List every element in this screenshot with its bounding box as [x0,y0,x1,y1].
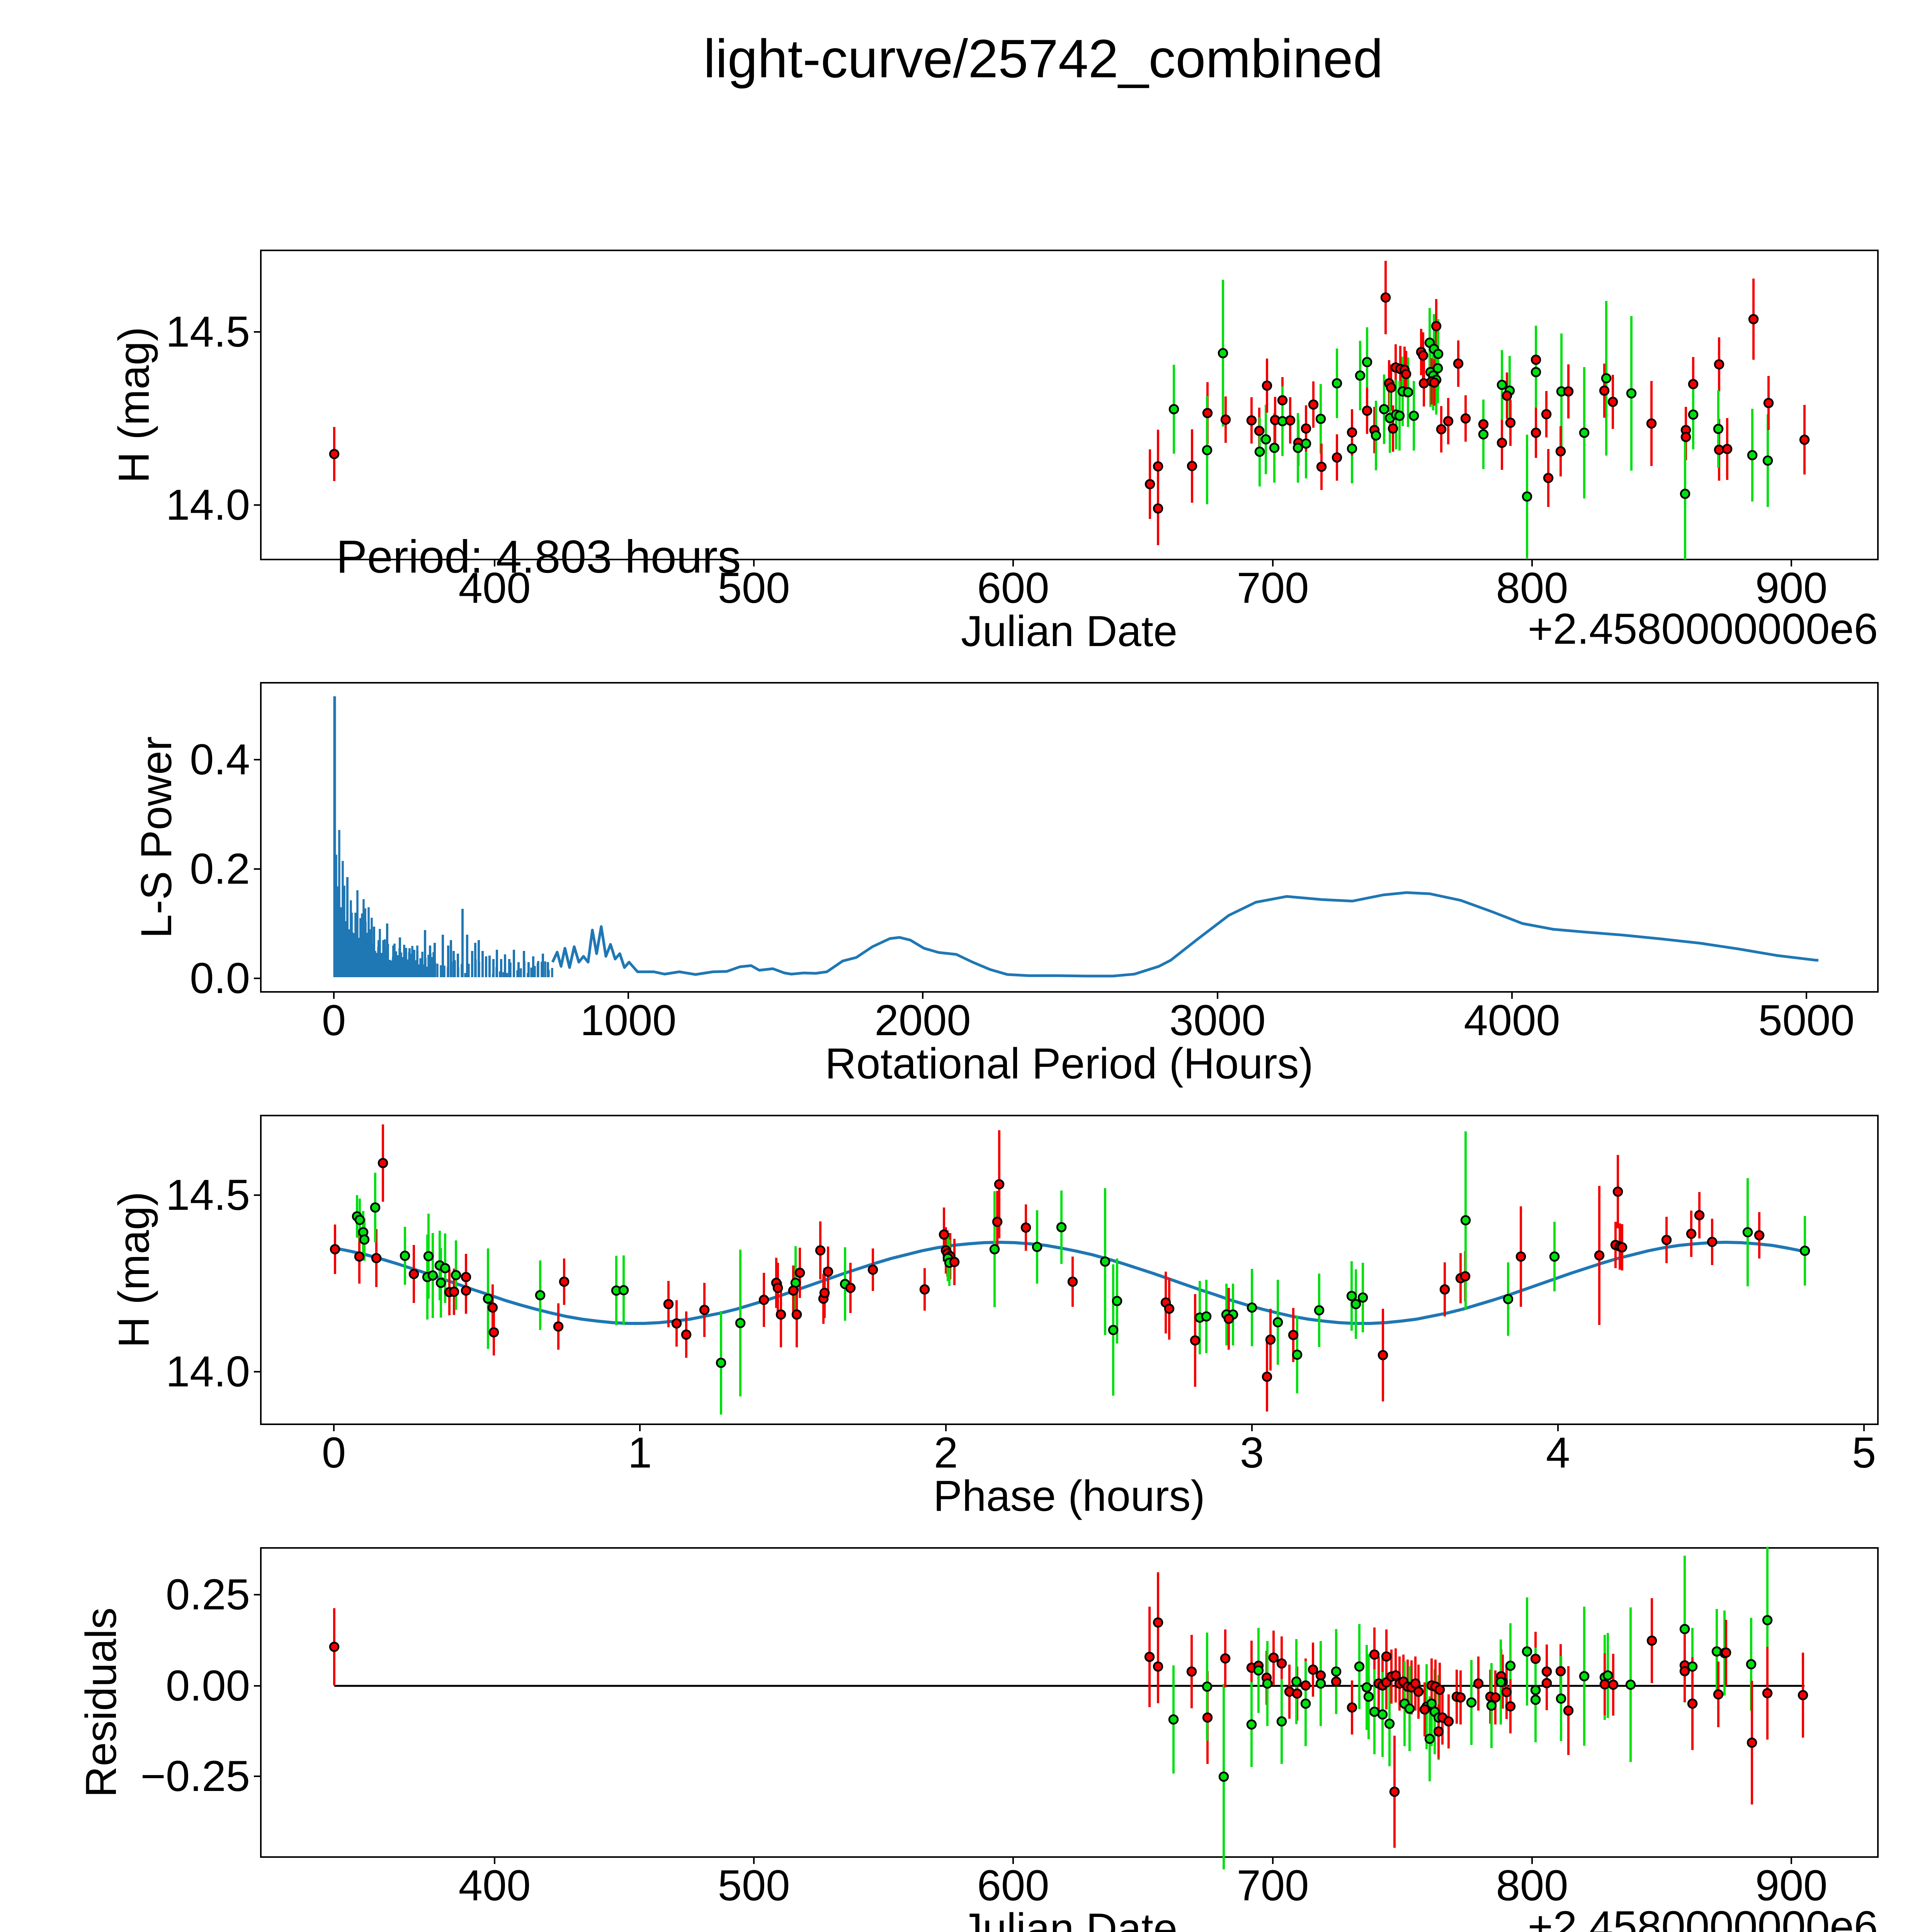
svg-text:3: 3 [1240,1429,1264,1477]
svg-text:0.00: 0.00 [166,1662,250,1710]
svg-text:14.0: 14.0 [166,481,250,529]
svg-text:Period: 4.803 hours: Period: 4.803 hours [336,531,741,583]
svg-text:600: 600 [977,1861,1049,1910]
svg-text:4: 4 [1546,1429,1570,1477]
svg-text:light-curve/25742_combined: light-curve/25742_combined [704,28,1383,89]
svg-text:5: 5 [1852,1429,1876,1477]
svg-text:2000: 2000 [874,996,971,1044]
svg-text:14.5: 14.5 [166,308,250,356]
svg-text:400: 400 [459,1861,531,1910]
svg-text:0: 0 [322,1429,346,1477]
svg-text:Residuals: Residuals [77,1607,125,1798]
svg-text:400: 400 [459,564,531,612]
svg-text:0: 0 [322,996,346,1044]
svg-text:Rotational Period (Hours): Rotational Period (Hours) [825,1039,1313,1088]
svg-text:500: 500 [718,564,790,612]
svg-text:0.25: 0.25 [166,1570,250,1619]
svg-text:14.0: 14.0 [166,1347,250,1396]
svg-text:+2.4580000000e6: +2.4580000000e6 [1528,605,1878,653]
svg-text:0.2: 0.2 [190,845,250,893]
svg-text:+2.4580000000e6: +2.4580000000e6 [1528,1902,1878,1932]
svg-text:1: 1 [628,1429,652,1477]
svg-text:600: 600 [977,564,1049,612]
svg-text:−0.25: −0.25 [141,1752,250,1800]
svg-text:0.4: 0.4 [190,735,250,784]
svg-text:700: 700 [1237,1861,1309,1910]
svg-text:4000: 4000 [1464,996,1560,1044]
svg-text:900: 900 [1755,564,1828,612]
svg-text:H (mag): H (mag) [110,327,158,483]
svg-text:800: 800 [1496,564,1568,612]
svg-text:900: 900 [1755,1861,1828,1910]
svg-text:500: 500 [718,1861,790,1910]
svg-text:5000: 5000 [1758,996,1854,1044]
svg-text:700: 700 [1237,564,1309,612]
svg-text:3000: 3000 [1169,996,1265,1044]
svg-text:H (mag): H (mag) [110,1192,158,1348]
svg-text:Phase (hours): Phase (hours) [933,1472,1205,1520]
svg-text:Julian Date: Julian Date [961,607,1177,655]
svg-text:0.0: 0.0 [190,954,250,1002]
svg-text:800: 800 [1496,1861,1568,1910]
svg-text:L-S Power: L-S Power [132,736,180,939]
svg-text:14.5: 14.5 [166,1171,250,1219]
svg-text:Julian Date: Julian Date [961,1905,1177,1932]
svg-text:2: 2 [934,1429,958,1477]
svg-text:1000: 1000 [580,996,676,1044]
